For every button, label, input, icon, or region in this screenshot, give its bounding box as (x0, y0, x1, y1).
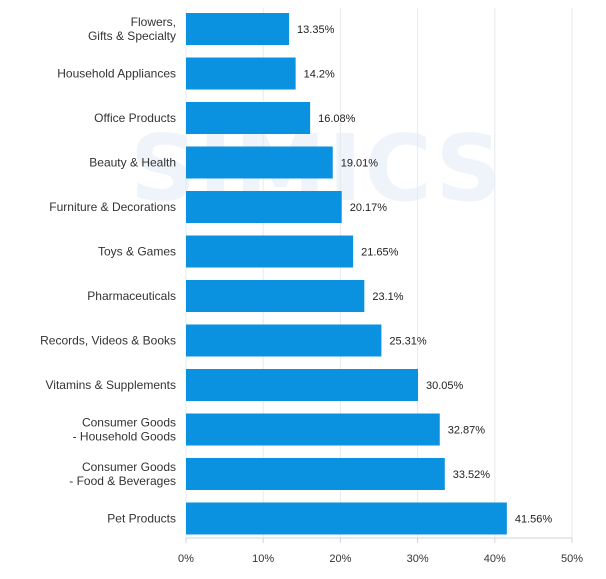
category-label: - Household Goods (73, 430, 176, 444)
bar (186, 13, 290, 45)
category-labels: Flowers,Gifts & Specialty Household Appli… (40, 15, 176, 526)
bars (186, 13, 507, 535)
bar (186, 280, 365, 312)
x-axis-ticks: 0% 10% 20% 30% 40% 50% (178, 537, 583, 565)
category-label: Office Products (94, 111, 176, 125)
bar (186, 324, 382, 357)
value-label: 30.05% (426, 380, 464, 392)
bar (186, 102, 311, 134)
bar (186, 369, 418, 401)
category-label: Flowers, (131, 15, 176, 29)
bar (186, 146, 333, 179)
x-tick-label: 0% (178, 553, 194, 565)
value-label: 13.35% (297, 24, 335, 36)
category-label: Vitamins & Supplements (45, 378, 176, 392)
value-label: 14.2% (304, 69, 335, 81)
bar (186, 57, 296, 90)
bar (186, 413, 440, 446)
value-label: 25.31% (389, 336, 427, 348)
x-tick-label: 10% (252, 553, 274, 565)
category-label: Consumer Goods (82, 460, 176, 474)
category-label: Household Appliances (57, 67, 176, 81)
category-label: Records, Videos & Books (40, 334, 176, 348)
x-tick-label: 20% (329, 553, 351, 565)
value-label: 20.17% (350, 202, 388, 214)
bar (186, 191, 342, 223)
bar (186, 502, 507, 535)
bar (186, 235, 354, 268)
value-label: 33.52% (453, 469, 491, 481)
category-label: Toys & Games (98, 245, 176, 259)
gridlines (185, 8, 573, 538)
category-label: Gifts & Specialty (88, 29, 176, 43)
category-label: Pharmaceuticals (87, 289, 176, 303)
category-label: Furniture & Decorations (49, 200, 176, 214)
value-label: 23.1% (372, 291, 403, 303)
category-label: - Food & Beverages (69, 474, 176, 488)
value-label: 21.65% (361, 247, 399, 259)
bar (186, 458, 445, 490)
value-label: 19.01% (341, 158, 379, 170)
category-label: Consumer Goods (82, 416, 176, 430)
value-label: 41.56% (515, 514, 553, 526)
x-tick-label: 40% (484, 553, 506, 565)
x-tick-label: 50% (561, 553, 583, 565)
category-label: Beauty & Health (89, 156, 176, 170)
category-label: Pet Products (107, 512, 176, 526)
x-tick-label: 30% (407, 553, 429, 565)
value-label: 16.08% (318, 113, 356, 125)
value-label: 32.87% (448, 425, 486, 437)
value-labels: 13.35% 14.2% 16.08% 19.01% 20.17% 21.65% 23.1%… (297, 24, 552, 526)
